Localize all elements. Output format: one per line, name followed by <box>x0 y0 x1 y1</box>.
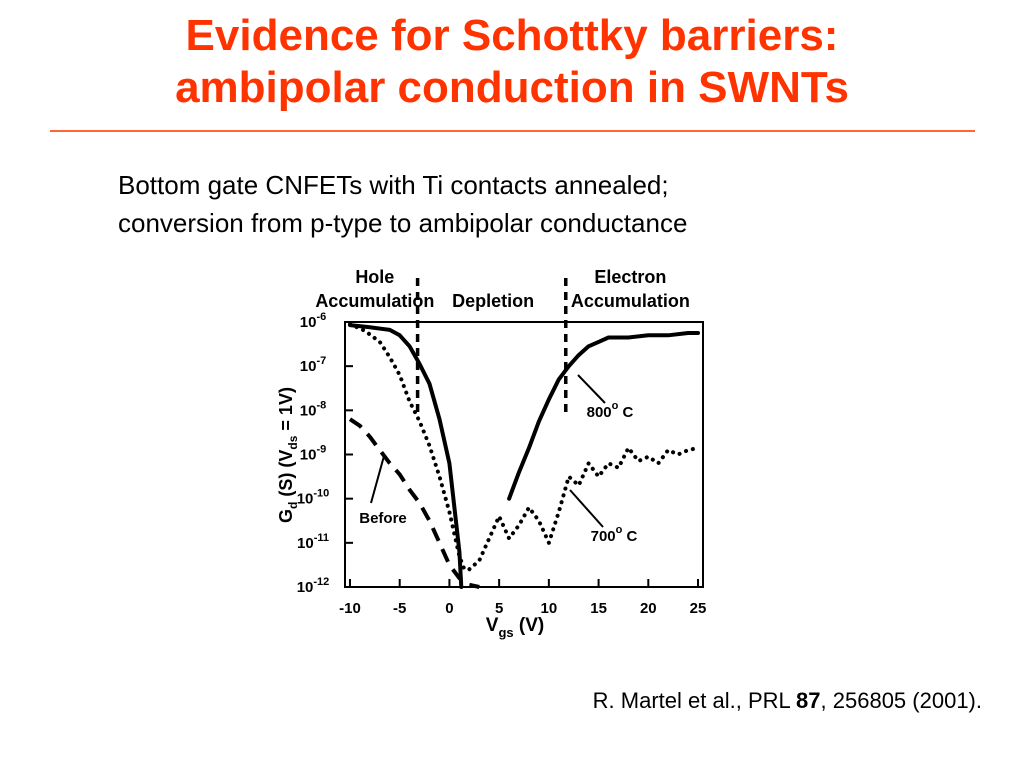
y-tick-base: 10 <box>297 491 314 508</box>
y-tick-exponent: -11 <box>314 532 329 544</box>
x-tick-label: -10 <box>339 600 361 617</box>
y-tick-base: 10 <box>300 358 317 375</box>
title-divider <box>50 130 975 132</box>
y-axis-title-sub1: d <box>286 502 300 509</box>
y-tick-label: 10-6 <box>300 311 326 331</box>
y-tick-exponent: -10 <box>313 488 329 500</box>
citation-suffix: , 256805 (2001). <box>820 688 982 713</box>
region-label-3-line2: Accumulation <box>571 291 690 311</box>
series-dotted-pointer <box>569 489 604 528</box>
slide-title: Evidence for Schottky barriers: ambipola… <box>0 10 1024 114</box>
series-dotted-label: 700o C <box>591 524 638 545</box>
plot-frame <box>344 321 704 588</box>
title-line-1: Evidence for Schottky barriers: <box>185 11 839 60</box>
series-solid-line-segment-2 <box>507 331 700 501</box>
citation: R. Martel et al., PRL 87, 256805 (2001). <box>593 688 982 714</box>
y-tick-base: 10 <box>297 535 314 552</box>
x-tick-label: 5 <box>495 600 503 617</box>
series-solid-line-segment-1 <box>348 323 464 589</box>
series-dashed-line <box>348 417 480 589</box>
y-tick-base: 10 <box>300 447 317 464</box>
citation-prefix: R. Martel et al., PRL <box>592 688 797 713</box>
slide-subtitle: Bottom gate CNFETs with Ti contacts anne… <box>118 166 687 242</box>
y-tick-label: 10-9 <box>300 444 326 464</box>
y-tick-label: 10-11 <box>297 532 329 552</box>
x-tick-label: 10 <box>541 600 558 617</box>
y-axis-title-mid: (S) (V <box>276 450 296 502</box>
x-tick-label: 0 <box>445 600 453 617</box>
region-label-1-line2: Accumulation <box>315 291 434 311</box>
y-axis-title-main: G <box>276 509 296 523</box>
region-label-2-line2: Depletion <box>452 291 534 311</box>
series-dashed-pointer <box>370 455 385 504</box>
x-axis-title: Vgs (V) <box>486 615 544 640</box>
x-tick-label: 20 <box>640 600 657 617</box>
title-line-2: ambipolar conduction in SWNTs <box>175 63 849 112</box>
series-dashed-label: Before <box>359 510 407 527</box>
y-tick-base: 10 <box>297 579 314 596</box>
subtitle-line-1: Bottom gate CNFETs with Ti contacts anne… <box>118 170 669 200</box>
subtitle-line-2: conversion from p-type to ambipolar cond… <box>118 208 688 238</box>
y-axis-title-sub2: ds <box>286 435 300 449</box>
series-solid-label: 800o C <box>587 400 634 421</box>
y-tick-label: 10-10 <box>297 488 330 508</box>
y-tick-exponent: -8 <box>316 399 326 411</box>
series-label-degree: o <box>612 400 619 412</box>
series-label-degree: o <box>616 524 623 536</box>
series-dotted-line <box>348 322 700 572</box>
y-tick-label: 10-12 <box>297 576 330 596</box>
y-tick-label: 10-8 <box>300 399 326 419</box>
y-axis-title: Gd (S) (Vds = 1V) <box>276 387 300 523</box>
series-label-unit: C <box>618 404 633 421</box>
x-axis-title-sub: gs <box>498 625 513 640</box>
y-tick-label: 10-7 <box>300 355 326 375</box>
y-axis-title-end: = 1V) <box>276 387 296 436</box>
series-solid-pointer <box>577 374 606 404</box>
y-tick-exponent: -9 <box>316 444 326 456</box>
y-tick-base: 10 <box>300 314 317 331</box>
citation-volume: 87 <box>796 688 821 713</box>
x-tick-label: -5 <box>393 600 406 617</box>
series-label-main: 700 <box>591 528 616 545</box>
y-tick-exponent: -7 <box>316 355 326 367</box>
region-label-3-line1: Electron <box>594 267 666 287</box>
x-axis-title-end: (V) <box>514 615 545 636</box>
x-axis-title-main: V <box>486 615 499 636</box>
x-tick-label: 25 <box>690 600 707 617</box>
y-tick-exponent: -12 <box>313 576 329 588</box>
series-label-main: 800 <box>587 404 612 421</box>
series-label-unit: C <box>622 528 637 545</box>
y-tick-base: 10 <box>300 402 317 419</box>
y-tick-exponent: -6 <box>316 311 326 323</box>
region-label-1-line1: Hole <box>355 267 394 287</box>
series-label-main: Before <box>359 510 407 527</box>
x-tick-label: 15 <box>590 600 607 617</box>
